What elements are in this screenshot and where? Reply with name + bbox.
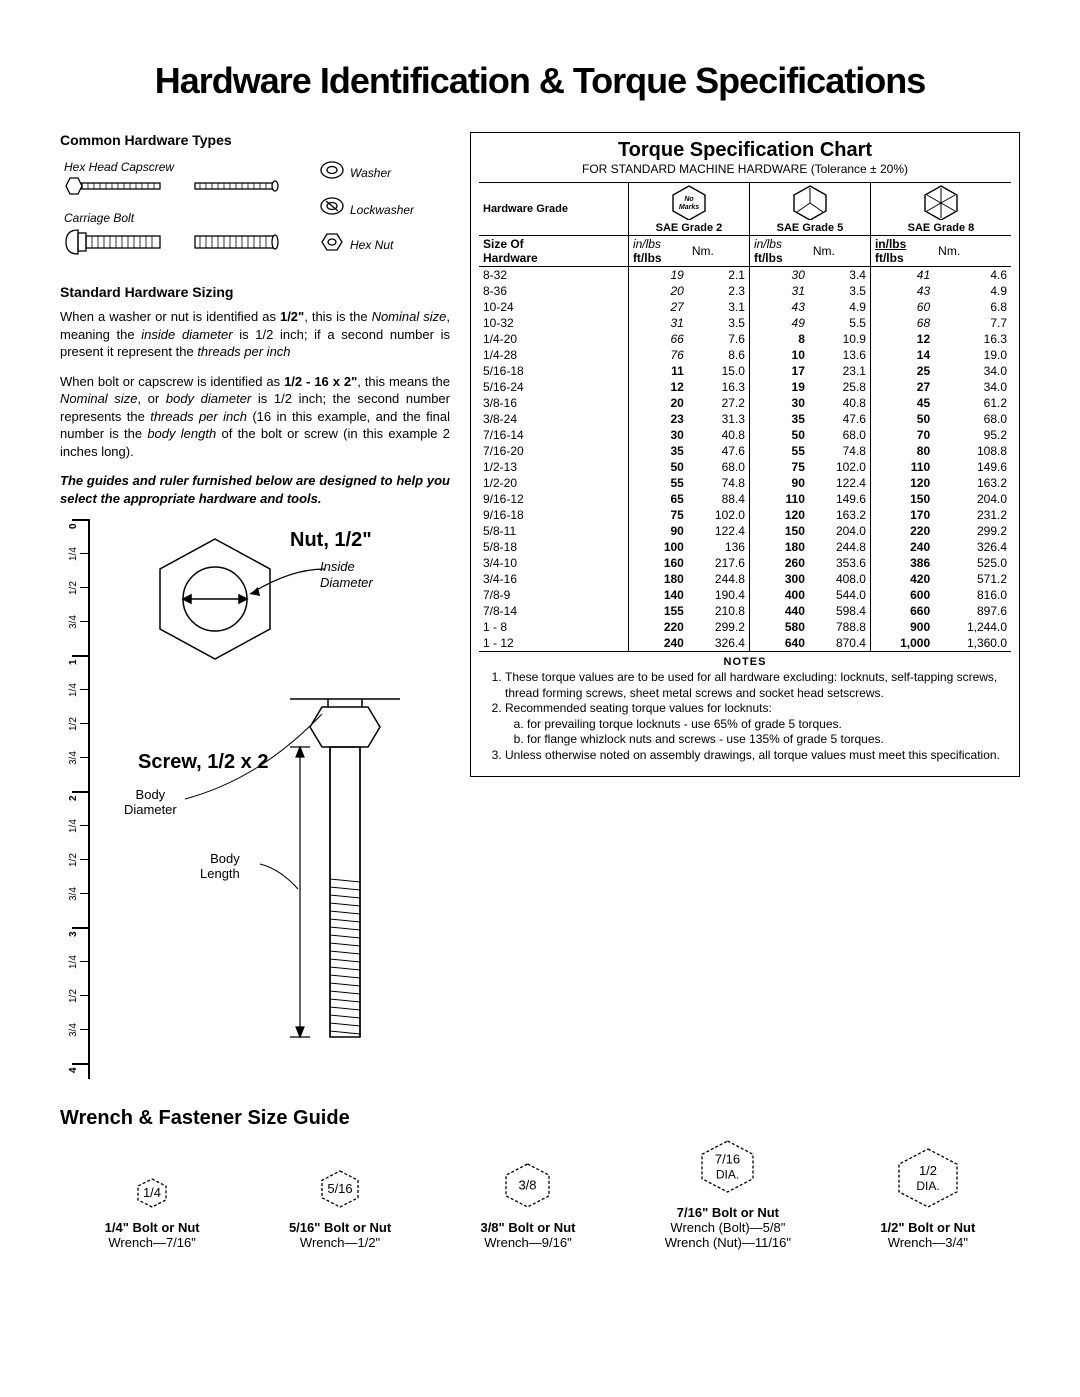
wrench-hex-icon: 1/4 <box>137 1178 167 1208</box>
size-head: Size OfHardware <box>479 236 628 267</box>
svg-text:1/4: 1/4 <box>143 1185 161 1200</box>
hw-grade-head: Hardware Grade <box>479 183 628 236</box>
g8-unit: in/lbsft/lbs <box>870 236 934 267</box>
torque-table: Hardware Grade NoMarks SAE Grade 2 SAE G… <box>479 182 1011 652</box>
wrench-tool-label: Wrench—1/2" <box>289 1235 391 1250</box>
wrench-tool-label: Wrench—7/16" <box>105 1235 200 1250</box>
left-column: Common Hardware Types Hex Head Capscrew … <box>60 132 450 1079</box>
wrench-guide: Wrench & Fastener Size Guide 1/4 1/4" Bol… <box>60 1107 1020 1250</box>
note-2: Recommended seating torque values for lo… <box>505 701 1005 748</box>
page-body: Common Hardware Types Hex Head Capscrew … <box>60 132 1020 1079</box>
wrench-hex-icon: 3/8 <box>505 1163 550 1208</box>
note-3: Unless otherwise noted on assembly drawi… <box>505 748 1005 764</box>
wrench-item: 1/4 1/4" Bolt or NutWrench—7/16" <box>105 1178 200 1250</box>
nut-screw-icon <box>100 519 450 1079</box>
wrench-tool-label: Wrench—9/16" <box>480 1235 575 1250</box>
table-row: 1 - 8220299.2580788.89001,244.0 <box>479 619 1011 635</box>
ruler: 01/41/23/411/41/23/421/41/23/431/41/23/4… <box>60 519 96 1079</box>
table-row: 8-36202.3313.5434.9 <box>479 283 1011 299</box>
table-row: 10-32313.5495.5687.7 <box>479 315 1011 331</box>
grade2-head: NoMarks SAE Grade 2 <box>628 183 749 236</box>
table-row: 1/2-205574.890122.4120163.2 <box>479 475 1011 491</box>
wrench-title: Wrench & Fastener Size Guide <box>60 1107 1020 1130</box>
table-row: 5/8-1190122.4150204.0220299.2 <box>479 523 1011 539</box>
table-row: 10-24273.1434.9606.8 <box>479 299 1011 315</box>
svg-text:3/8: 3/8 <box>519 1178 537 1193</box>
g2-nm: Nm. <box>688 236 750 267</box>
diagram-area: 01/41/23/411/41/23/421/41/23/431/41/23/4… <box>60 519 450 1079</box>
grade5-head: SAE Grade 5 <box>749 183 870 236</box>
notes-head: NOTES <box>479 656 1011 668</box>
wrench-row: 1/4 1/4" Bolt or NutWrench—7/16" 5/16 5/16"… <box>60 1140 1020 1250</box>
table-row: 3/8-162027.23040.84561.2 <box>479 395 1011 411</box>
svg-text:1/2: 1/2 <box>919 1163 937 1178</box>
notes-block: These torque values are to be used for a… <box>479 668 1011 768</box>
svg-text:7/16: 7/16 <box>715 1152 740 1167</box>
wrench-hex-icon: 1/2DIA. <box>898 1148 958 1208</box>
table-row: 1/4-20667.6810.91216.3 <box>479 331 1011 347</box>
note-1: These torque values are to be used for a… <box>505 670 1005 701</box>
table-row: 3/4-10160217.6260353.6386525.0 <box>479 555 1011 571</box>
grade8-head: SAE Grade 8 <box>870 183 1011 236</box>
common-hw-diagram: Hex Head Capscrew Carriage Bolt Washer L… <box>60 156 450 266</box>
sizing-p3: The guides and ruler furnished below are… <box>60 472 450 507</box>
wrench-size-label: 7/16" Bolt or Nut <box>665 1205 791 1220</box>
table-row: 5/16-181115.01723.12534.0 <box>479 363 1011 379</box>
wrench-item: 3/8 3/8" Bolt or NutWrench—9/16" <box>480 1163 575 1250</box>
table-row: 7/16-143040.85068.07095.2 <box>479 427 1011 443</box>
wrench-size-label: 1/4" Bolt or Nut <box>105 1220 200 1235</box>
g8-nm: Nm. <box>934 236 1011 267</box>
svg-text:Marks: Marks <box>679 204 699 211</box>
wrench-size-label: 5/16" Bolt or Nut <box>289 1220 391 1235</box>
chart-title: Torque Specification Chart <box>479 139 1011 162</box>
g2-unit: in/lbsft/lbs <box>628 236 687 267</box>
wrench-hex-icon: 7/16DIA. <box>701 1140 754 1193</box>
grade2-hex-icon: NoMarks <box>669 184 709 220</box>
table-row: 9/16-1875102.0120163.2170231.2 <box>479 507 1011 523</box>
g5-nm: Nm. <box>809 236 871 267</box>
grade5-hex-icon <box>790 184 830 220</box>
wrench-tool-label: Wrench (Bolt)—5/8" <box>665 1220 791 1235</box>
sizing-p1: When a washer or nut is identified as 1/… <box>60 308 450 361</box>
svg-text:5/16: 5/16 <box>327 1181 352 1196</box>
wrench-item: 5/16 5/16" Bolt or NutWrench—1/2" <box>289 1170 391 1250</box>
wrench-hex-icon: 5/16 <box>321 1170 359 1208</box>
note-2b: for flange whizlock nuts and screws - us… <box>527 732 1005 748</box>
svg-text:DIA.: DIA. <box>916 1179 939 1193</box>
g5-unit: in/lbsft/lbs <box>749 236 808 267</box>
sizing-p2: When bolt or capscrew is identified as 1… <box>60 373 450 461</box>
table-row: 1/4-28768.61013.61419.0 <box>479 347 1011 363</box>
table-row: 5/8-18100136180244.8240326.4 <box>479 539 1011 555</box>
svg-text:DIA.: DIA. <box>716 1168 739 1182</box>
table-row: 5/16-241216.31925.82734.0 <box>479 379 1011 395</box>
table-row: 1/2-135068.075102.0110149.6 <box>479 459 1011 475</box>
torque-chart: Torque Specification Chart FOR STANDARD … <box>470 132 1020 777</box>
wrench-size-label: 1/2" Bolt or Nut <box>880 1220 975 1235</box>
right-column: Torque Specification Chart FOR STANDARD … <box>470 132 1020 1079</box>
table-row: 3/8-242331.33547.65068.0 <box>479 411 1011 427</box>
common-hw-heading: Common Hardware Types <box>60 132 450 148</box>
sizing-text: When a washer or nut is identified as 1/… <box>60 308 450 507</box>
note-2a: for prevailing torque locknuts - use 65%… <box>527 717 1005 733</box>
sizing-heading: Standard Hardware Sizing <box>60 284 450 300</box>
svg-text:No: No <box>684 196 694 203</box>
table-row: 7/8-9140190.4400544.0600816.0 <box>479 587 1011 603</box>
table-row: 8-32192.1303.4414.6 <box>479 267 1011 284</box>
wrench-tool-label-2: Wrench (Nut)—11/16" <box>665 1235 791 1250</box>
table-row: 9/16-126588.4110149.6150204.0 <box>479 491 1011 507</box>
wrench-item: 7/16DIA. 7/16" Bolt or NutWrench (Bolt)—5… <box>665 1140 791 1250</box>
table-row: 7/8-14155210.8440598.4660897.6 <box>479 603 1011 619</box>
grade8-hex-icon <box>921 184 961 220</box>
wrench-size-label: 3/8" Bolt or Nut <box>480 1220 575 1235</box>
table-row: 7/16-203547.65574.880108.8 <box>479 443 1011 459</box>
table-row: 3/4-16180244.8300408.0420571.2 <box>479 571 1011 587</box>
page-title: Hardware Identification & Torque Specifi… <box>60 60 1020 102</box>
wrench-tool-label: Wrench—3/4" <box>880 1235 975 1250</box>
table-row: 1 - 12240326.4640870.41,0001,360.0 <box>479 635 1011 652</box>
chart-subtitle: FOR STANDARD MACHINE HARDWARE (Tolerance… <box>479 162 1011 176</box>
hw-types-icon <box>60 156 450 266</box>
wrench-item: 1/2DIA. 1/2" Bolt or NutWrench—3/4" <box>880 1148 975 1250</box>
